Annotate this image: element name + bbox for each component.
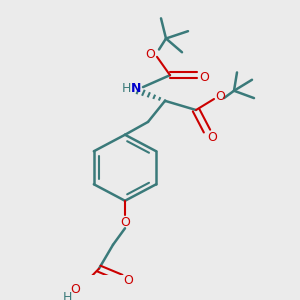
Text: O: O (207, 131, 217, 144)
Text: O: O (123, 274, 133, 287)
Text: H: H (121, 82, 131, 94)
Text: O: O (215, 90, 225, 103)
Text: O: O (70, 283, 80, 296)
Text: O: O (120, 216, 130, 229)
Text: O: O (145, 48, 155, 61)
Text: H: H (62, 290, 72, 300)
Text: N: N (131, 82, 141, 94)
Text: O: O (199, 70, 209, 83)
